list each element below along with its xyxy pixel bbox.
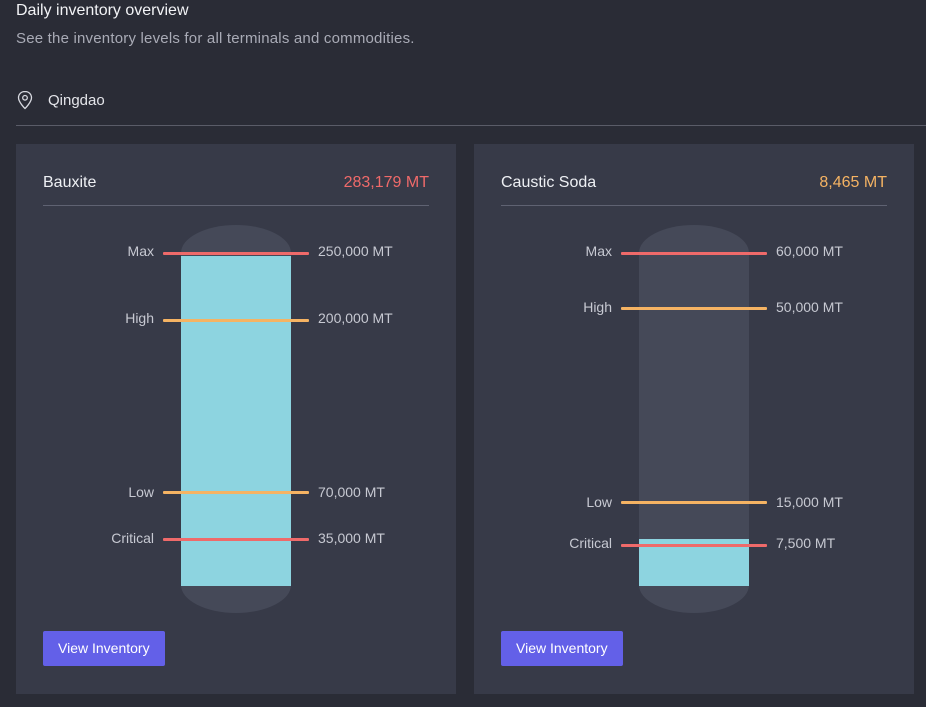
threshold-label-high: High	[583, 299, 612, 315]
threshold-line-critical	[621, 544, 767, 547]
inventory-card-bauxite: Bauxite 283,179 MT Max 250,000 MT High 2…	[16, 144, 456, 694]
threshold-value-critical: 7,500 MT	[776, 535, 836, 551]
card-header: Bauxite 283,179 MT	[43, 174, 429, 206]
section-divider	[16, 125, 926, 126]
commodity-name: Caustic Soda	[501, 174, 597, 191]
page-title: Daily inventory overview	[16, 2, 189, 19]
threshold-line-max	[163, 252, 309, 255]
card-header: Caustic Soda 8,465 MT	[501, 174, 887, 206]
current-inventory-value: 283,179 MT	[343, 174, 429, 191]
location-selector[interactable]: Qingdao	[16, 90, 105, 110]
threshold-line-low	[163, 491, 309, 494]
threshold-line-max	[621, 252, 767, 255]
view-inventory-button[interactable]: View Inventory	[43, 631, 165, 666]
threshold-line-high	[621, 307, 767, 310]
threshold-value-critical: 35,000 MT	[318, 530, 385, 546]
threshold-label-low: Low	[586, 494, 612, 510]
threshold-label-critical: Critical	[111, 530, 154, 546]
threshold-label-critical: Critical	[569, 535, 612, 551]
threshold-label-max: Max	[585, 243, 612, 259]
threshold-value-low: 70,000 MT	[318, 484, 385, 500]
threshold-value-high: 50,000 MT	[776, 299, 843, 315]
threshold-value-max: 60,000 MT	[776, 243, 843, 259]
current-inventory-value: 8,465 MT	[819, 174, 887, 191]
tank-fill-level	[181, 256, 291, 586]
threshold-label-low: Low	[128, 484, 154, 500]
inventory-card-caustic-soda: Caustic Soda 8,465 MT Max 60,000 MT High…	[474, 144, 914, 694]
view-inventory-button[interactable]: View Inventory	[501, 631, 623, 666]
threshold-value-max: 250,000 MT	[318, 243, 393, 259]
threshold-line-low	[621, 501, 767, 504]
location-pin-icon	[16, 90, 34, 110]
location-name: Qingdao	[48, 91, 105, 109]
threshold-label-max: Max	[127, 243, 154, 259]
threshold-line-critical	[163, 538, 309, 541]
threshold-line-high	[163, 319, 309, 322]
threshold-label-high: High	[125, 310, 154, 326]
threshold-value-high: 200,000 MT	[318, 310, 393, 326]
threshold-value-low: 15,000 MT	[776, 494, 843, 510]
page-subtitle: See the inventory levels for all termina…	[16, 30, 415, 47]
commodity-name: Bauxite	[43, 174, 97, 191]
